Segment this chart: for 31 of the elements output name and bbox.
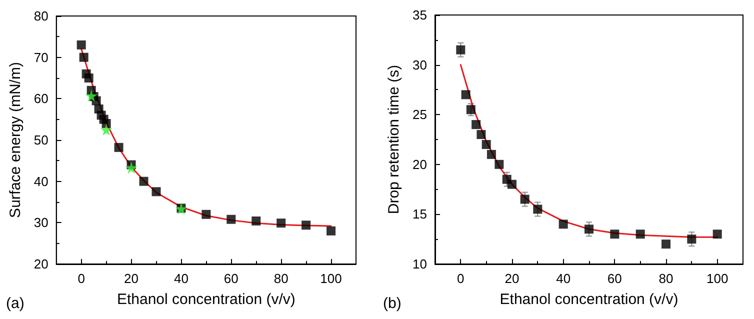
y-tick-label: 30 xyxy=(412,57,427,72)
y-tick-label: 10 xyxy=(412,256,427,272)
y-tick-label: 15 xyxy=(412,206,427,222)
y-axis-title: Drop retention time (s) xyxy=(386,64,403,214)
x-tick-label: 0 xyxy=(78,271,85,286)
y-tick-label: 70 xyxy=(34,50,48,65)
y-tick-label: 30 xyxy=(34,215,48,230)
x-tick-label: 20 xyxy=(124,271,139,286)
y-tick-label: 40 xyxy=(34,174,48,189)
x-tick-label: 80 xyxy=(274,271,288,286)
text: (a) xyxy=(6,295,24,312)
y-tick-label: 50 xyxy=(34,132,48,148)
x-tick-label: 40 xyxy=(556,271,571,286)
y-tick-label: 20 xyxy=(34,256,48,272)
y-axis-title: Surface energy (mN/m) xyxy=(7,62,24,218)
text: (b) xyxy=(383,295,402,312)
x-tick-label: 100 xyxy=(706,271,728,286)
x-axis-title: Ethanol concentration (v/v) xyxy=(500,291,678,308)
x-tick-label: 80 xyxy=(658,271,674,286)
x-tick-label: 60 xyxy=(607,271,622,286)
y-tick-label: 35 xyxy=(412,8,427,22)
x-tick-label: 40 xyxy=(174,271,188,286)
x-axis-title: Ethanol concentration (v/v) xyxy=(116,291,296,308)
y-tick-label: 25 xyxy=(412,107,427,122)
y-tick-label: 60 xyxy=(34,91,48,106)
x-tick-label: 60 xyxy=(224,271,238,286)
y-tick-label: 20 xyxy=(412,156,427,172)
x-tick-label: 20 xyxy=(504,271,520,286)
x-tick-label: 100 xyxy=(320,271,342,286)
x-tick-label: 0 xyxy=(457,271,464,286)
y-tick-label: 80 xyxy=(34,8,48,24)
